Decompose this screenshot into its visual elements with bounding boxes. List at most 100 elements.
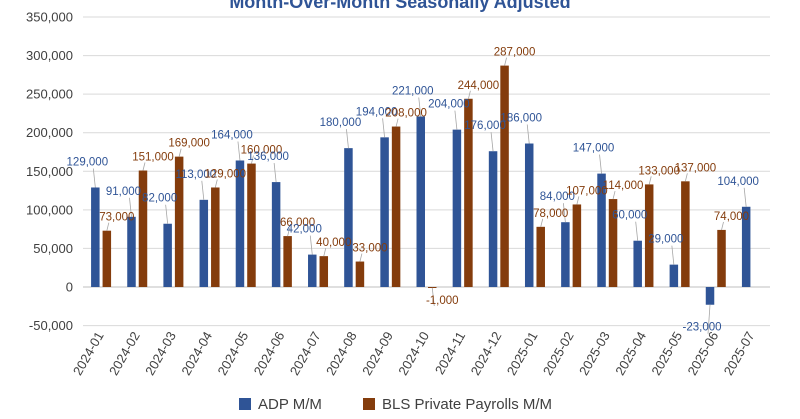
y-tick-label: 100,000 [26,202,73,217]
data-label-bls: 107,000 [566,185,608,197]
x-tick-label: 2024-06 [251,329,288,378]
y-tick-label: 250,000 [26,87,73,102]
leader-line [612,190,616,200]
bar-adp [344,148,353,287]
leader-line [359,253,363,262]
leader-line [743,187,747,207]
data-label-adp: 176,000 [464,120,506,132]
y-tick-label: 50,000 [33,241,73,256]
leader-line [540,218,544,227]
bar-adp [597,173,606,287]
leader-line [129,197,132,217]
leader-line [395,118,399,127]
bar-bls [428,287,437,288]
legend-swatch-adp [239,398,251,410]
leader-line [106,222,110,231]
x-tick-label: 2025-03 [576,329,613,378]
y-tick-label: 200,000 [26,125,73,140]
leader-line [418,97,422,117]
bar-adp [271,182,281,287]
bar-bls [391,126,401,288]
data-label-bls: 40,000 [316,237,351,249]
bar-bls [500,65,509,287]
data-label-adp: 164,000 [211,129,253,141]
leader-line [576,196,580,205]
x-tick-label: 2024-10 [395,329,432,378]
data-label-adp: 82,000 [142,193,177,205]
leader-line [635,221,639,241]
leader-line [251,155,254,164]
data-label-adp: 29,000 [648,234,683,246]
data-label-adp: 91,000 [106,186,141,198]
bar-bls [102,230,112,287]
x-tick-label: 2025-01 [504,329,541,378]
y-tick-label: 0 [66,280,73,295]
legend: ADP M/M BLS Private Payrolls M/M [239,396,552,413]
data-label-adp: 147,000 [573,143,615,155]
leader-line [346,129,349,149]
data-label-adp: -23,000 [683,322,722,334]
bar-adp [199,199,209,287]
legend-label-bls: BLS Private Payrolls M/M [382,396,552,413]
data-label-adp: 204,000 [428,99,470,111]
x-tick-label: 2024-03 [142,329,179,378]
bar-bls [681,181,690,287]
x-tick-label: 2024-09 [359,329,396,378]
bar-adp [308,254,317,287]
x-tick-label: 2024-12 [468,329,505,378]
x-tick-label: 2025-07 [721,329,758,378]
bar-bls [644,184,654,287]
leader-line [237,141,241,161]
leader-line [273,163,277,183]
bar-bls [283,236,292,287]
bar-adp [488,151,498,287]
bar-adp [741,206,751,287]
leader-line [165,204,169,224]
x-tick-label: 2024-05 [214,329,251,378]
leader-line [526,124,530,144]
data-label-bls: 129,000 [205,168,247,180]
leader-line [201,180,205,200]
data-label-adp: 136,000 [247,151,289,163]
data-label-adp: 104,000 [717,176,759,188]
data-label-bls: -1,000 [426,295,459,307]
chart-title: Month-Over-Month Seasonally Adjusted [229,0,570,12]
data-labels: 129,00073,00091,000151,00082,000169,0001… [67,47,759,334]
leader-line [382,118,385,138]
data-label-adp: 221,000 [392,86,434,98]
bar-bls [138,170,148,287]
data-label-adp: 194,000 [356,106,398,118]
bar-bls [355,261,365,287]
leader-line [599,154,602,174]
data-label-bls: 137,000 [675,162,717,174]
data-label-bls: 151,000 [132,152,174,164]
bar-adp [235,160,245,287]
y-tick-label: 350,000 [26,10,73,25]
data-label-bls: 33,000 [352,243,387,255]
data-label-adp: 113,000 [175,169,216,181]
leader-line [684,173,688,182]
data-label-bls: 74,000 [714,211,749,223]
bar-adp [127,216,136,287]
data-label-adp: 42,000 [287,224,322,236]
legend-swatch-bls [363,398,375,410]
data-label-bls: 114,000 [603,180,644,192]
x-tick-label: 2024-11 [432,329,468,377]
bar-bls [211,187,220,287]
leader-line [648,176,652,185]
x-tick-label: 2025-06 [685,329,722,378]
data-label-bls: 287,000 [494,47,536,59]
data-label-bls: 169,000 [168,138,210,150]
leader-line [721,221,724,231]
data-label-adp: 84,000 [540,191,575,203]
leader-line [562,203,566,223]
bars [91,65,751,305]
leader-line [504,57,507,66]
x-tick-label: 2025-02 [540,329,577,378]
bar-adp [380,137,389,287]
data-label-bls: 208,000 [385,108,427,120]
data-label-bls: 244,000 [458,80,500,92]
x-tick-label: 2024-01 [70,329,107,378]
bar-bls [464,98,473,288]
bar-bls [536,226,545,287]
